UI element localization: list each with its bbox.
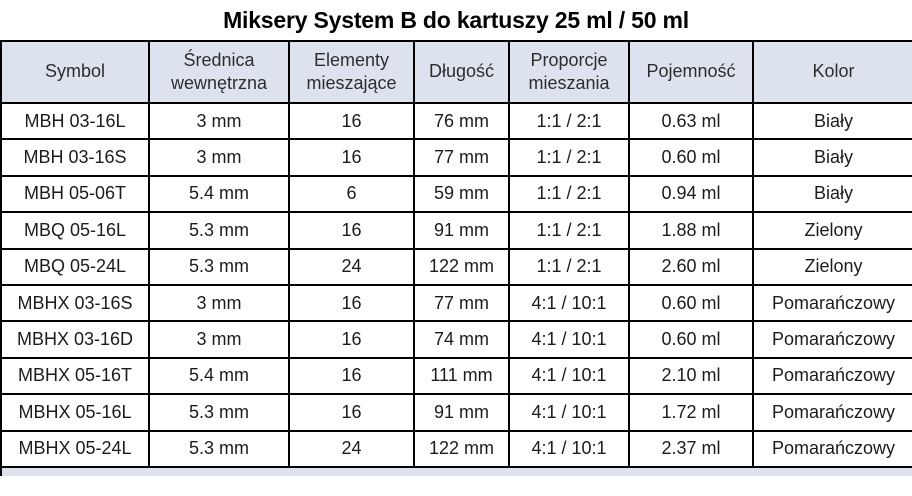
cell: 1.72 ml <box>628 393 754 432</box>
title-bar: Miksery System B do kartuszy 25 ml / 50 … <box>0 0 912 40</box>
cell: MBH 03-16L <box>0 101 150 141</box>
cell: 4:1 / 10:1 <box>508 320 630 359</box>
cell: MBQ 05-24L <box>0 247 150 286</box>
table-body: MBH 03-16L 3 mm 16 76 mm 1:1 / 2:1 0.63 ml Bia… <box>0 101 912 468</box>
cell: Pomarańczowy <box>752 393 912 432</box>
cell: 4:1 / 10:1 <box>508 356 630 396</box>
cell: 111 mm <box>413 356 510 396</box>
cell: Zielony <box>752 211 912 250</box>
page-title: Miksery System B do kartuszy 25 ml / 50 … <box>223 6 689 33</box>
cell: 3 mm <box>148 101 290 141</box>
cell: 1:1 / 2:1 <box>508 174 630 214</box>
cell: MBHX 03-16S <box>0 283 150 323</box>
cell: Biały <box>752 138 912 177</box>
cell: 5.4 mm <box>148 174 290 214</box>
cell: 16 <box>288 393 415 432</box>
cell: 76 mm <box>413 101 510 141</box>
cell: Pomarańczowy <box>752 356 912 396</box>
cell: 0.63 ml <box>628 101 754 141</box>
cell: 16 <box>288 356 415 396</box>
cell: 1:1 / 2:1 <box>508 101 630 141</box>
table-row: MBH 03-16S 3 mm 16 77 mm 1:1 / 2:1 0.60 ml Bia… <box>0 138 912 177</box>
cell: 91 mm <box>413 211 510 250</box>
cell: 16 <box>288 101 415 141</box>
cell: 5.3 mm <box>148 429 290 468</box>
cell: 24 <box>288 429 415 468</box>
cell: MBH 05-06T <box>0 174 150 214</box>
cell: Biały <box>752 101 912 141</box>
cell: 4:1 / 10:1 <box>508 429 630 468</box>
cell: 1:1 / 2:1 <box>508 247 630 286</box>
table-row: MBHX 05-16L 5.3 mm 16 91 mm 4:1 / 10:1 1.72 m… <box>0 393 912 432</box>
column-header: Proporcje mieszania <box>508 40 630 104</box>
cell: Pomarańczowy <box>752 283 912 323</box>
cell: 2.60 ml <box>628 247 754 286</box>
column-header: Długość <box>413 40 510 104</box>
cell: 1.88 ml <box>628 211 754 250</box>
cell: MBHX 05-24L <box>0 429 150 468</box>
cell: MBQ 05-16L <box>0 211 150 250</box>
next-row-peek <box>0 467 912 476</box>
cell: 1:1 / 2:1 <box>508 211 630 250</box>
table-row: MBHX 05-24L 5.3 mm 24 122 mm 4:1 / 10:1 2.37 … <box>0 429 912 468</box>
column-header: Pojemność <box>628 40 754 104</box>
cell: 16 <box>288 283 415 323</box>
cell: 2.37 ml <box>628 429 754 468</box>
cell: 5.4 mm <box>148 356 290 396</box>
cell: MBHX 05-16T <box>0 356 150 396</box>
cell: Pomarańczowy <box>752 320 912 359</box>
cell: MBHX 05-16L <box>0 393 150 432</box>
column-header: Średnica wewnętrzna <box>148 40 290 104</box>
column-header: Symbol <box>0 40 150 104</box>
cell: 0.60 ml <box>628 138 754 177</box>
cell: MBHX 03-16D <box>0 320 150 359</box>
table-row: MBHX 03-16S 3 mm 16 77 mm 4:1 / 10:1 0.60 ml P… <box>0 283 912 323</box>
product-spec-table: Symbol Średnica wewnętrzna Elementy miesza… <box>0 40 912 468</box>
cell: Pomarańczowy <box>752 429 912 468</box>
cell: 59 mm <box>413 174 510 214</box>
table-row: MBQ 05-24L 5.3 mm 24 122 mm 1:1 / 2:1 2.60 ml… <box>0 247 912 286</box>
cell: 4:1 / 10:1 <box>508 393 630 432</box>
cell: Zielony <box>752 247 912 286</box>
column-header: Kolor <box>752 40 912 104</box>
cell: 1:1 / 2:1 <box>508 138 630 177</box>
cell: 5.3 mm <box>148 247 290 286</box>
table-row: MBQ 05-16L 5.3 mm 16 91 mm 1:1 / 2:1 1.88 ml Z… <box>0 211 912 250</box>
cell: MBH 03-16S <box>0 138 150 177</box>
cell: 16 <box>288 138 415 177</box>
cell: 16 <box>288 211 415 250</box>
column-header: Elementy mieszające <box>288 40 415 104</box>
cell: 91 mm <box>413 393 510 432</box>
cell: 77 mm <box>413 138 510 177</box>
cell: 16 <box>288 320 415 359</box>
cell: 3 mm <box>148 320 290 359</box>
cell: 122 mm <box>413 429 510 468</box>
cell: 0.94 ml <box>628 174 754 214</box>
cell: 2.10 ml <box>628 356 754 396</box>
table-row: MBHX 05-16T 5.4 mm 16 111 mm 4:1 / 10:1 2.10 … <box>0 356 912 396</box>
table-row: MBHX 03-16D 3 mm 16 74 mm 4:1 / 10:1 0.60 ml P… <box>0 320 912 359</box>
table-row: MBH 03-16L 3 mm 16 76 mm 1:1 / 2:1 0.63 ml Bia… <box>0 101 912 141</box>
cell: 122 mm <box>413 247 510 286</box>
cell: 24 <box>288 247 415 286</box>
cell: 4:1 / 10:1 <box>508 283 630 323</box>
cell: 0.60 ml <box>628 320 754 359</box>
cell: 5.3 mm <box>148 393 290 432</box>
table-row: MBH 05-06T 5.4 mm 6 59 mm 1:1 / 2:1 0.94 ml Bi… <box>0 174 912 214</box>
cell: 3 mm <box>148 283 290 323</box>
cell: 74 mm <box>413 320 510 359</box>
cell: 77 mm <box>413 283 510 323</box>
cell: 5.3 mm <box>148 211 290 250</box>
header-row: Symbol Średnica wewnętrzna Elementy miesza… <box>0 40 912 104</box>
cell: Biały <box>752 174 912 214</box>
cell: 0.60 ml <box>628 283 754 323</box>
cell: 6 <box>288 174 415 214</box>
cell: 3 mm <box>148 138 290 177</box>
